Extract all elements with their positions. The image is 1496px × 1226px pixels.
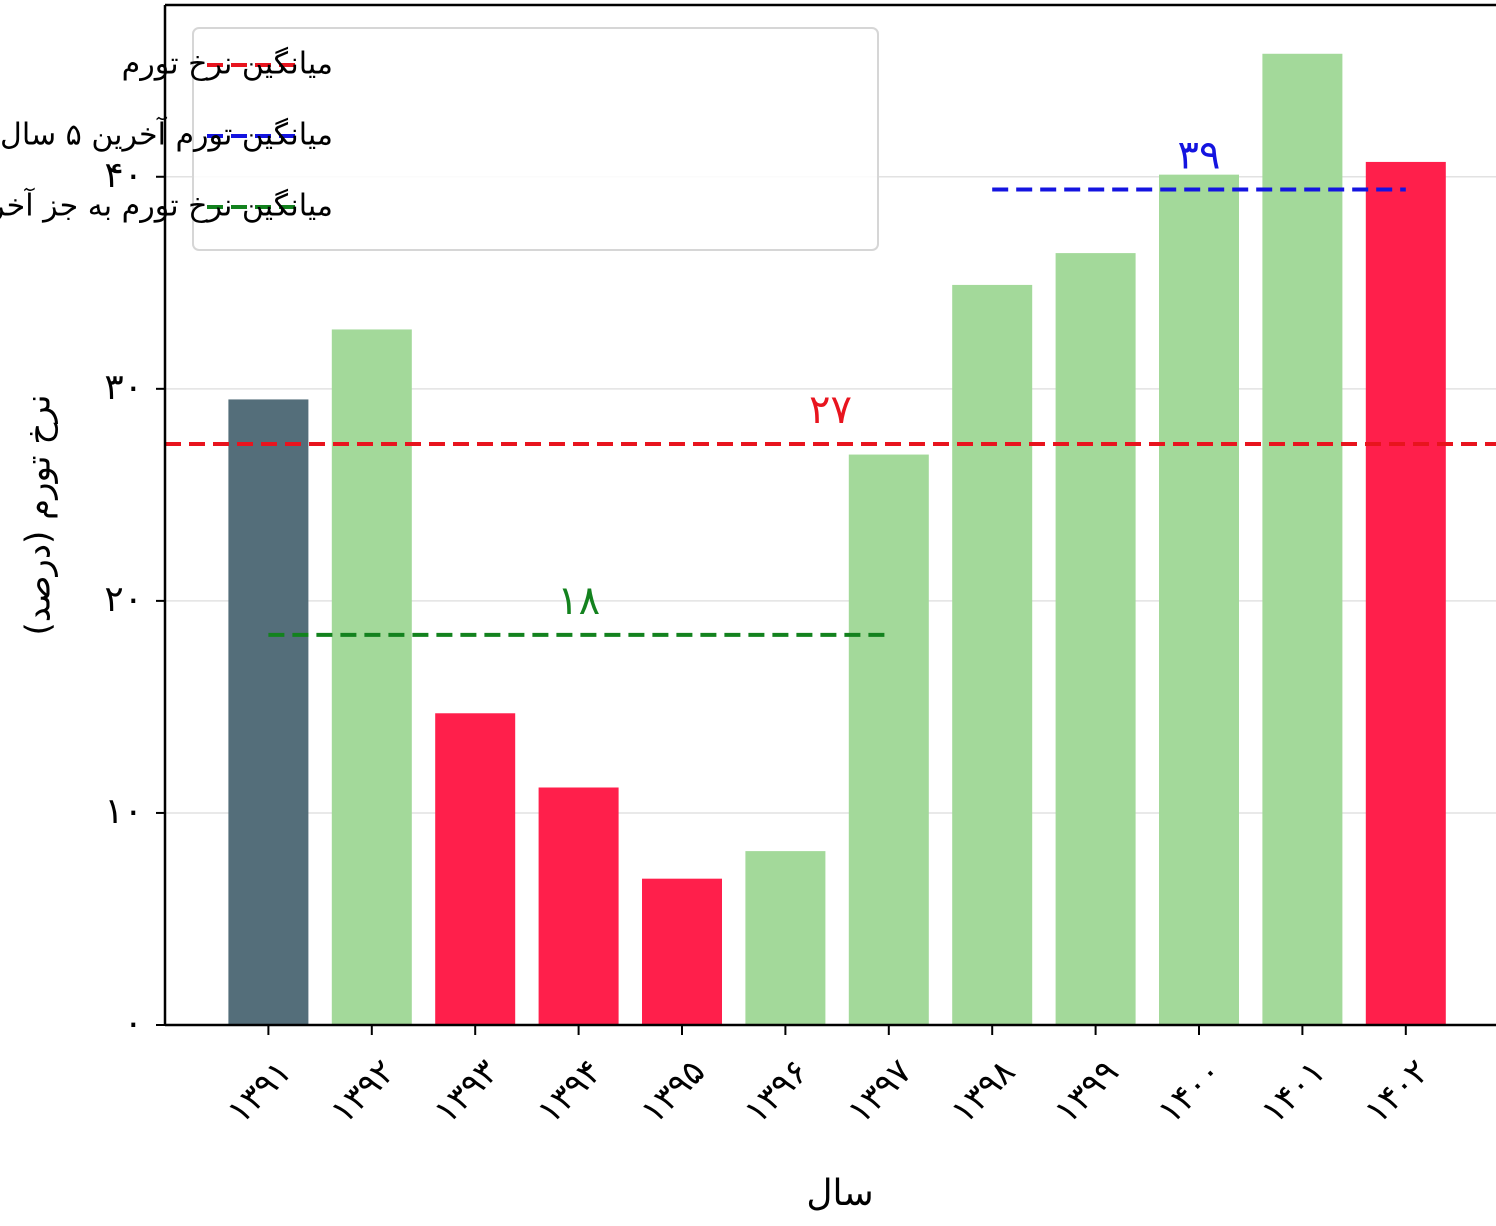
y-tick-label: ۳۰ <box>104 367 143 408</box>
x-tick-label: ۱۴۰۰ <box>1150 1052 1230 1132</box>
y-tick-label: ۲۰ <box>104 579 143 620</box>
bar <box>1159 174 1239 1025</box>
bar <box>1365 161 1446 1025</box>
x-tick-label: ۱۴۰۱ <box>1254 1052 1334 1132</box>
legend-label: میانگین نرخ تورم به جز آخرین ۵ سال <box>0 188 333 224</box>
bar <box>952 284 1033 1025</box>
y-tick-label: ۴۰ <box>104 155 143 196</box>
x-tick-label: ۱۴۰۲ <box>1357 1052 1437 1132</box>
bar <box>642 878 722 1025</box>
x-tick-label: ۱۳۹۱ <box>220 1052 300 1132</box>
y-axis-label: نرخ تورم (درصد) <box>19 394 59 635</box>
reference-label: ۲۷ <box>809 387 852 433</box>
x-tick-label: ۱۳۹۴ <box>530 1052 610 1132</box>
x-tick-label: ۱۳۹۹ <box>1047 1052 1127 1132</box>
x-tick-label: ۱۳۹۷ <box>840 1052 920 1132</box>
reference-label: ۱۸ <box>557 578 600 624</box>
bar <box>435 713 516 1025</box>
x-tick-label: ۱۳۹۳ <box>426 1052 506 1132</box>
legend-box <box>192 27 879 251</box>
legend-label: میانگین تورم آخرین ۵ سال <box>0 117 333 153</box>
bar <box>538 787 619 1025</box>
x-tick-label: ۱۳۹۵ <box>633 1052 713 1132</box>
bar <box>848 454 929 1025</box>
y-tick-label: ۰ <box>124 1003 143 1044</box>
x-axis-label: سال <box>806 1173 873 1214</box>
bar <box>1262 53 1343 1026</box>
bar <box>745 851 826 1025</box>
y-tick-label: ۱۰ <box>104 791 143 832</box>
reference-label: ۳۹ <box>1178 132 1221 178</box>
legend-label: میانگین نرخ تورم <box>122 47 333 82</box>
x-tick-label: ۱۳۹۲ <box>323 1052 403 1132</box>
x-tick-label: ۱۳۹۸ <box>943 1052 1023 1132</box>
bar <box>228 399 309 1025</box>
x-tick-label: ۱۳۹۶ <box>737 1052 817 1132</box>
bar <box>1055 253 1136 1026</box>
bar <box>331 329 412 1025</box>
